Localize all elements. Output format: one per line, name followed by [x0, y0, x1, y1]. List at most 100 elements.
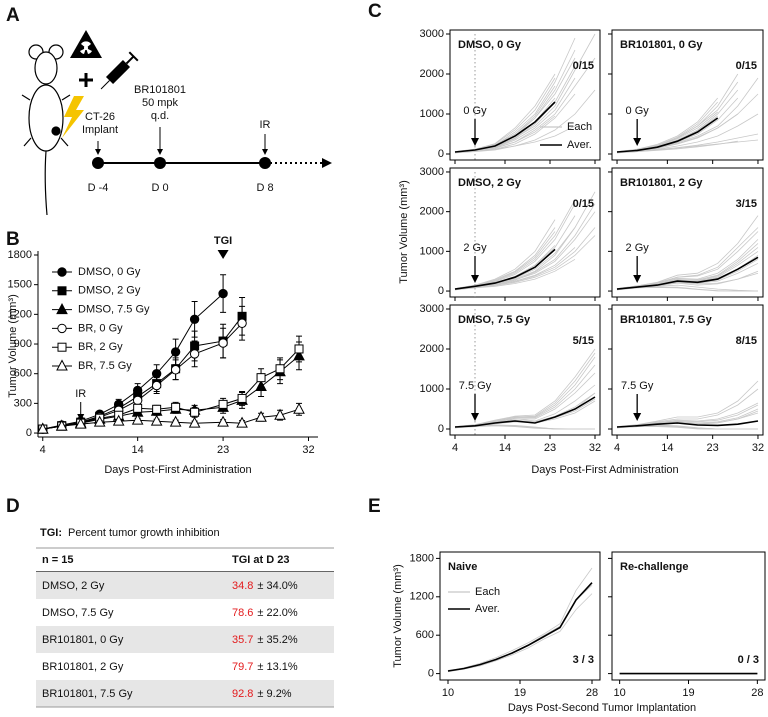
data-point	[133, 403, 143, 413]
individual-line	[616, 287, 758, 292]
y-tick-label: 1200	[8, 308, 32, 320]
individual-line	[447, 567, 593, 672]
x-tick-label: 14	[499, 442, 511, 454]
panel-ratio: 5/15	[573, 335, 594, 347]
individual-line	[454, 89, 596, 154]
row-value: 78.6 ± 22.0%	[232, 607, 298, 619]
panel-ratio: 0/15	[573, 198, 594, 210]
data-point	[74, 417, 87, 429]
data-point	[151, 380, 162, 391]
x-axis-label: Days Post-Second Tumor Implantation	[508, 702, 696, 714]
caption-definition: Percent tumor growth inhibition	[68, 527, 220, 539]
data-point	[170, 365, 181, 375]
y-tick-label: 1800	[8, 249, 32, 261]
annotation-arrowhead	[471, 413, 479, 421]
data-point	[237, 393, 247, 403]
individual-line	[454, 348, 596, 427]
panel-label: D	[6, 496, 20, 517]
y-tick-label: 0	[26, 427, 32, 439]
data-point	[131, 413, 144, 425]
row-label: BR101801, 2 Gy	[42, 661, 124, 673]
annotation-label: IR	[75, 388, 86, 400]
legend-label: Aver.	[475, 603, 500, 615]
annotation-triangle	[217, 250, 229, 259]
mouse-leg	[60, 137, 69, 147]
tgi-error: ± 35.2%	[257, 634, 298, 646]
syringe-needle	[100, 80, 110, 90]
data-point	[293, 402, 305, 414]
panel-ratio: 8/15	[736, 335, 757, 347]
y-tick-label: 1000	[420, 383, 444, 395]
row-label: DMSO, 2 Gy	[42, 580, 105, 592]
data-point	[275, 364, 285, 374]
tgi-error: ± 13.1%	[257, 661, 298, 673]
panel-title: BR101801, 2 Gy	[620, 177, 703, 189]
data-point	[170, 347, 181, 357]
timeline	[92, 127, 332, 169]
row-shade	[36, 626, 334, 653]
data-point	[218, 288, 228, 299]
individual-line	[616, 380, 759, 427]
panel-title: Naive	[448, 561, 477, 573]
data-point	[189, 314, 200, 324]
panel-title: DMSO, 2 Gy	[458, 177, 522, 189]
row-label: DMSO, 7.5 Gy	[42, 607, 114, 619]
timeline-dot	[154, 157, 166, 169]
annotation-arrowhead	[471, 138, 479, 146]
row-value: 35.7 ± 35.2%	[232, 634, 298, 646]
implant-label: CT-26	[85, 111, 115, 123]
event-arrowhead	[262, 149, 268, 155]
panel-ratio: 3/15	[736, 198, 757, 210]
y-tick-label: 1800	[410, 552, 434, 564]
data-point	[112, 414, 125, 426]
mouse-leg	[23, 137, 32, 147]
data-point	[169, 415, 182, 427]
individual-line	[454, 258, 576, 291]
x-tick-label: 28	[586, 687, 598, 699]
timeline-dot	[259, 157, 271, 169]
y-tick-label: 0	[438, 285, 444, 297]
average-line	[616, 256, 759, 290]
legend-label: BR, 2 Gy	[78, 341, 123, 353]
legend-marker	[57, 323, 67, 334]
timeline-arrowhead	[322, 158, 332, 168]
data-point	[189, 349, 200, 359]
panel-label: C	[368, 1, 382, 22]
tgi-error: ± 22.0%	[257, 607, 298, 619]
annotation-arrowhead	[633, 275, 642, 283]
panel-ratio: 3 / 3	[573, 654, 594, 666]
data-point	[150, 414, 163, 426]
tgi-mean: 34.8	[232, 580, 253, 592]
y-axis-label: Tumor Volume (mm³)	[7, 294, 19, 398]
annotation-label: 2 Gy	[626, 242, 650, 254]
annotation-arrowhead	[471, 275, 479, 283]
table-body: DMSO, 2 Gy 34.8 ± 34.0% DMSO, 7.5 Gy 78.6 ± 2…	[36, 572, 334, 707]
ir-label: IR	[260, 119, 271, 131]
caption-term: TGI:	[40, 527, 62, 539]
panel-label: A	[6, 5, 20, 26]
event-arrowhead	[157, 149, 163, 155]
x-tick-label: 10	[614, 687, 626, 699]
row-shade	[36, 572, 334, 599]
panel-ratio: 0/15	[573, 60, 594, 72]
panel-ratio: 0 / 3	[738, 654, 759, 666]
series-line	[42, 293, 224, 430]
data-point	[152, 404, 162, 414]
legend-label: Aver.	[567, 139, 592, 151]
x-tick-label: 4	[452, 442, 458, 454]
row-shade	[36, 680, 334, 707]
y-tick-label: 3000	[420, 166, 444, 178]
data-point	[218, 399, 228, 409]
legend-label: DMSO, 0 Gy	[78, 266, 141, 278]
trefoil	[80, 41, 92, 54]
x-tick-label: 4	[614, 442, 620, 454]
annotation-label: 2 Gy	[463, 242, 487, 254]
individual-line	[616, 133, 759, 153]
table-header: n = 15	[42, 554, 74, 566]
y-tick-label: 2000	[420, 343, 444, 355]
y-tick-label: 300	[14, 397, 32, 409]
radiation-bolt	[62, 96, 84, 138]
mouse-leg	[21, 94, 31, 101]
legend-marker	[57, 286, 67, 296]
tgi-error: ± 34.0%	[257, 580, 298, 592]
